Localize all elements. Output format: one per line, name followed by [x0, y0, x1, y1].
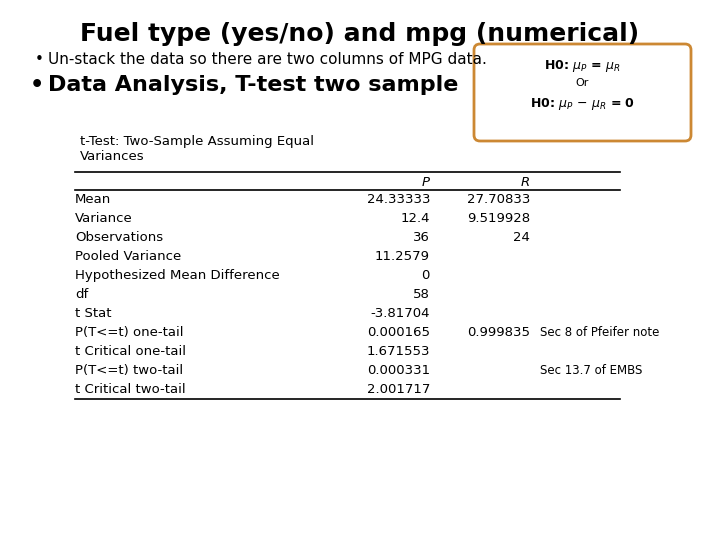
Text: H0: $\mu_P$ = $\mu_R$: H0: $\mu_P$ = $\mu_R$	[544, 58, 621, 74]
Text: 36: 36	[413, 231, 430, 244]
Text: t Stat: t Stat	[75, 307, 112, 320]
Text: •: •	[35, 52, 44, 67]
Text: Pooled Variance: Pooled Variance	[75, 250, 181, 263]
Text: Variance: Variance	[75, 212, 132, 225]
Text: 0: 0	[422, 269, 430, 282]
Text: Mean: Mean	[75, 193, 112, 206]
Text: t Critical two-tail: t Critical two-tail	[75, 383, 186, 396]
Text: 0.000165: 0.000165	[367, 326, 430, 339]
Text: Data Analysis, T-test two sample: Data Analysis, T-test two sample	[48, 75, 459, 95]
Text: Hypothesized Mean Difference: Hypothesized Mean Difference	[75, 269, 280, 282]
Text: Un-stack the data so there are two columns of MPG data.: Un-stack the data so there are two colum…	[48, 52, 487, 67]
Text: 27.70833: 27.70833	[467, 193, 530, 206]
Text: 24: 24	[513, 231, 530, 244]
Text: R: R	[521, 176, 530, 189]
Text: 1.671553: 1.671553	[366, 345, 430, 358]
Text: Fuel type (yes/no) and mpg (numerical): Fuel type (yes/no) and mpg (numerical)	[81, 22, 639, 46]
Text: H0: $\mu_P$ $-$ $\mu_R$ = 0: H0: $\mu_P$ $-$ $\mu_R$ = 0	[530, 96, 635, 112]
Text: Sec 8 of Pfeifer note: Sec 8 of Pfeifer note	[540, 326, 660, 339]
Text: •: •	[30, 75, 44, 95]
Text: 24.33333: 24.33333	[366, 193, 430, 206]
Text: Observations: Observations	[75, 231, 163, 244]
Text: P(T<=t) two-tail: P(T<=t) two-tail	[75, 364, 183, 377]
Text: Or: Or	[576, 78, 589, 88]
Text: 2.001717: 2.001717	[366, 383, 430, 396]
Text: 12.4: 12.4	[400, 212, 430, 225]
Text: Sec 13.7 of EMBS: Sec 13.7 of EMBS	[540, 364, 642, 377]
Text: -3.81704: -3.81704	[371, 307, 430, 320]
Text: 11.2579: 11.2579	[375, 250, 430, 263]
Text: 58: 58	[413, 288, 430, 301]
FancyBboxPatch shape	[474, 44, 691, 141]
Text: 0.000331: 0.000331	[367, 364, 430, 377]
Text: 9.519928: 9.519928	[467, 212, 530, 225]
Text: P: P	[422, 176, 430, 189]
Text: P(T<=t) one-tail: P(T<=t) one-tail	[75, 326, 184, 339]
Text: t Critical one-tail: t Critical one-tail	[75, 345, 186, 358]
Text: df: df	[75, 288, 89, 301]
Text: t-Test: Two-Sample Assuming Equal
Variances: t-Test: Two-Sample Assuming Equal Varian…	[80, 135, 314, 163]
Text: 0.999835: 0.999835	[467, 326, 530, 339]
